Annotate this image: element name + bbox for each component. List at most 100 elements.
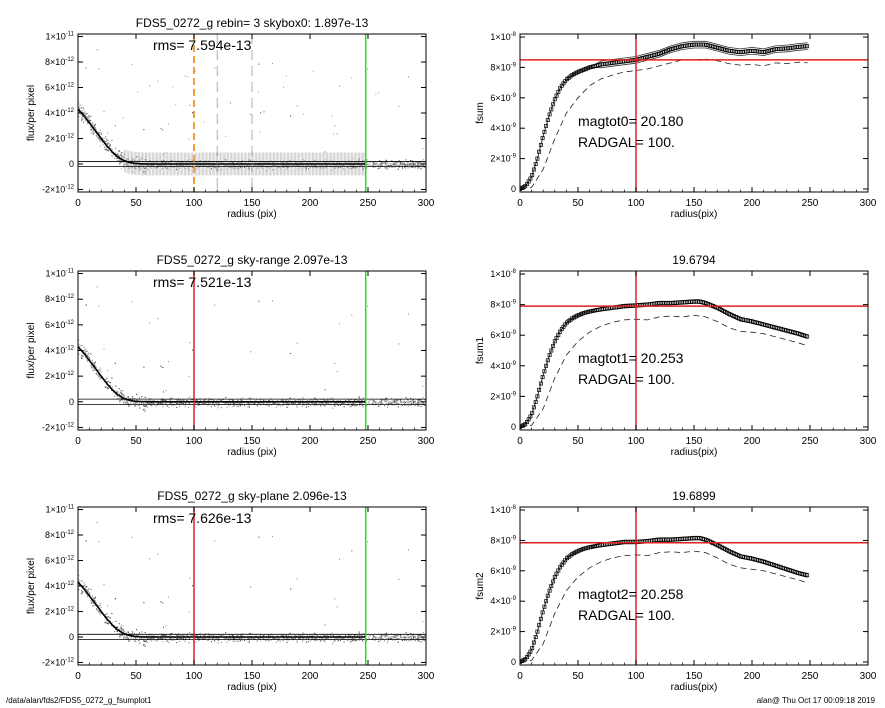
scatter-point xyxy=(374,164,376,166)
scatter-point xyxy=(91,361,93,363)
scatter-point xyxy=(203,121,205,123)
scatter-point xyxy=(416,162,418,164)
scatter-point xyxy=(366,159,368,161)
scatter-point xyxy=(283,165,284,167)
scatter-point xyxy=(187,160,189,162)
scatter-point xyxy=(212,161,214,163)
scatter-point xyxy=(233,403,235,405)
scatter-point xyxy=(191,399,193,401)
scatter-point xyxy=(410,163,412,165)
scatter-point xyxy=(203,399,204,401)
scatter-point xyxy=(203,162,205,164)
scatter-point xyxy=(98,369,100,371)
scatter-point xyxy=(248,167,250,169)
scatter-point xyxy=(314,159,316,161)
scatter-point xyxy=(262,168,264,170)
scatter-point xyxy=(208,399,210,401)
scatter-point xyxy=(81,116,83,118)
scatter-point xyxy=(96,49,98,51)
scatter-point xyxy=(302,159,304,161)
scatter-point xyxy=(144,405,146,407)
scatter-point xyxy=(292,403,294,405)
scatter-point xyxy=(408,313,409,315)
scatter-point xyxy=(225,135,227,137)
scatter-point xyxy=(198,164,200,166)
scatter-point xyxy=(412,400,414,402)
scatter-point xyxy=(362,404,363,406)
scatter-point xyxy=(163,161,165,163)
scatter-point xyxy=(272,402,274,404)
scatter-point xyxy=(105,136,107,138)
y-tick-label: -2×10-12 xyxy=(42,184,75,194)
scatter-point xyxy=(288,164,290,166)
scatter-point xyxy=(84,119,86,121)
scatter-point xyxy=(260,161,261,163)
scatter-point xyxy=(308,165,310,167)
scatter-point xyxy=(288,400,289,402)
scatter-point xyxy=(107,149,109,151)
scatter-point xyxy=(181,160,183,162)
scatter-point xyxy=(116,157,118,159)
scatter-point xyxy=(373,401,375,403)
scatter-point xyxy=(229,167,231,169)
scatter-point xyxy=(407,167,409,169)
scatter-point xyxy=(410,164,412,166)
y-tick-label: 2×10-12 xyxy=(45,133,75,143)
scatter-point xyxy=(166,399,167,401)
scatter-point xyxy=(334,167,336,169)
scatter-point xyxy=(362,159,364,161)
scatter-point xyxy=(162,162,164,164)
scatter-point xyxy=(380,164,382,166)
scatter-point xyxy=(381,403,383,405)
scatter-point xyxy=(94,361,96,363)
scatter-point xyxy=(157,80,159,82)
scatter-point xyxy=(269,164,271,166)
scatter-point xyxy=(361,165,363,167)
scatter-point xyxy=(178,164,180,166)
scatter-point xyxy=(366,163,368,165)
scatter-point xyxy=(191,161,193,163)
scatter-point xyxy=(163,399,165,401)
scatter-point xyxy=(382,402,384,404)
scatter-point xyxy=(121,392,123,394)
scatter-point xyxy=(125,159,127,161)
scatter-point xyxy=(238,161,240,163)
scatter-point xyxy=(356,162,358,164)
scatter-point xyxy=(288,403,289,405)
scatter-point xyxy=(310,167,312,169)
scatter-point xyxy=(90,129,92,131)
panel-left-top: 0 50 100 150 200 250 300-2×10-1202×10-124×10-1… xyxy=(26,16,435,220)
scatter-point xyxy=(262,164,264,166)
scatter-point xyxy=(401,162,403,164)
scatter-point xyxy=(379,167,381,169)
scatter-point xyxy=(353,165,355,167)
scatter-point xyxy=(208,403,210,405)
scatter-point xyxy=(352,167,354,169)
scatter-point xyxy=(85,113,87,115)
scatter-point xyxy=(333,165,335,167)
flux-marker xyxy=(542,129,547,134)
scatter-point xyxy=(127,164,129,166)
scatter-point xyxy=(351,77,353,79)
scatter-point xyxy=(408,401,410,403)
scatter-point xyxy=(137,91,139,93)
scatter-point xyxy=(283,165,285,166)
scatter-point xyxy=(308,403,310,405)
scatter-point xyxy=(410,400,412,402)
scatter-point xyxy=(122,166,124,168)
scatter-point xyxy=(409,164,410,166)
scatter-point xyxy=(417,164,419,166)
scatter-point xyxy=(108,143,110,144)
scatter-point xyxy=(122,152,124,154)
y-axis-label: fsum xyxy=(475,102,486,124)
plot-frame xyxy=(519,33,869,193)
scatter-point xyxy=(94,124,96,126)
scatter-point xyxy=(178,162,180,164)
scatter-point xyxy=(204,399,206,401)
scatter-point xyxy=(411,162,413,163)
scatter-point xyxy=(314,165,316,167)
scatter-point xyxy=(412,166,414,168)
scatter-point xyxy=(101,136,103,138)
scatter-point xyxy=(198,403,200,405)
scatter-point xyxy=(235,164,237,166)
